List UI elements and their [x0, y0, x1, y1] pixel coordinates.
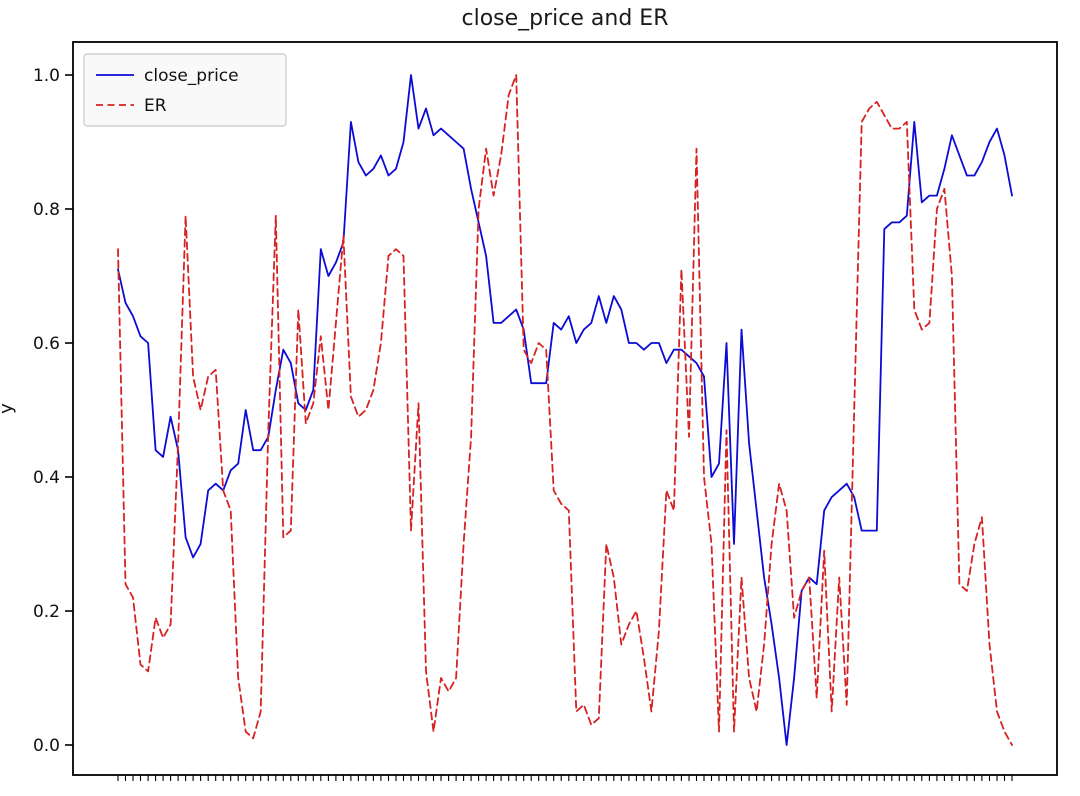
chart-title: close_price and ER — [461, 6, 669, 31]
er-line — [117, 74, 1013, 746]
y-axis-tick-label: 0.0 — [33, 736, 60, 756]
y-axis-tick-label: 0.4 — [33, 468, 60, 488]
y-axis-tick-label: 0.6 — [33, 334, 60, 354]
y-axis-tick-label: 1.0 — [33, 66, 60, 86]
axes-frame — [72, 41, 1058, 776]
close-price-line — [117, 74, 1013, 746]
y-axis-tick-label: 0.2 — [33, 602, 60, 622]
y-axis-label: y — [0, 403, 17, 414]
y-axis-tick-label: 0.8 — [33, 200, 60, 220]
legend-label: close_price — [144, 66, 239, 86]
legend-label: ER — [144, 96, 167, 116]
legend-box — [83, 53, 287, 127]
